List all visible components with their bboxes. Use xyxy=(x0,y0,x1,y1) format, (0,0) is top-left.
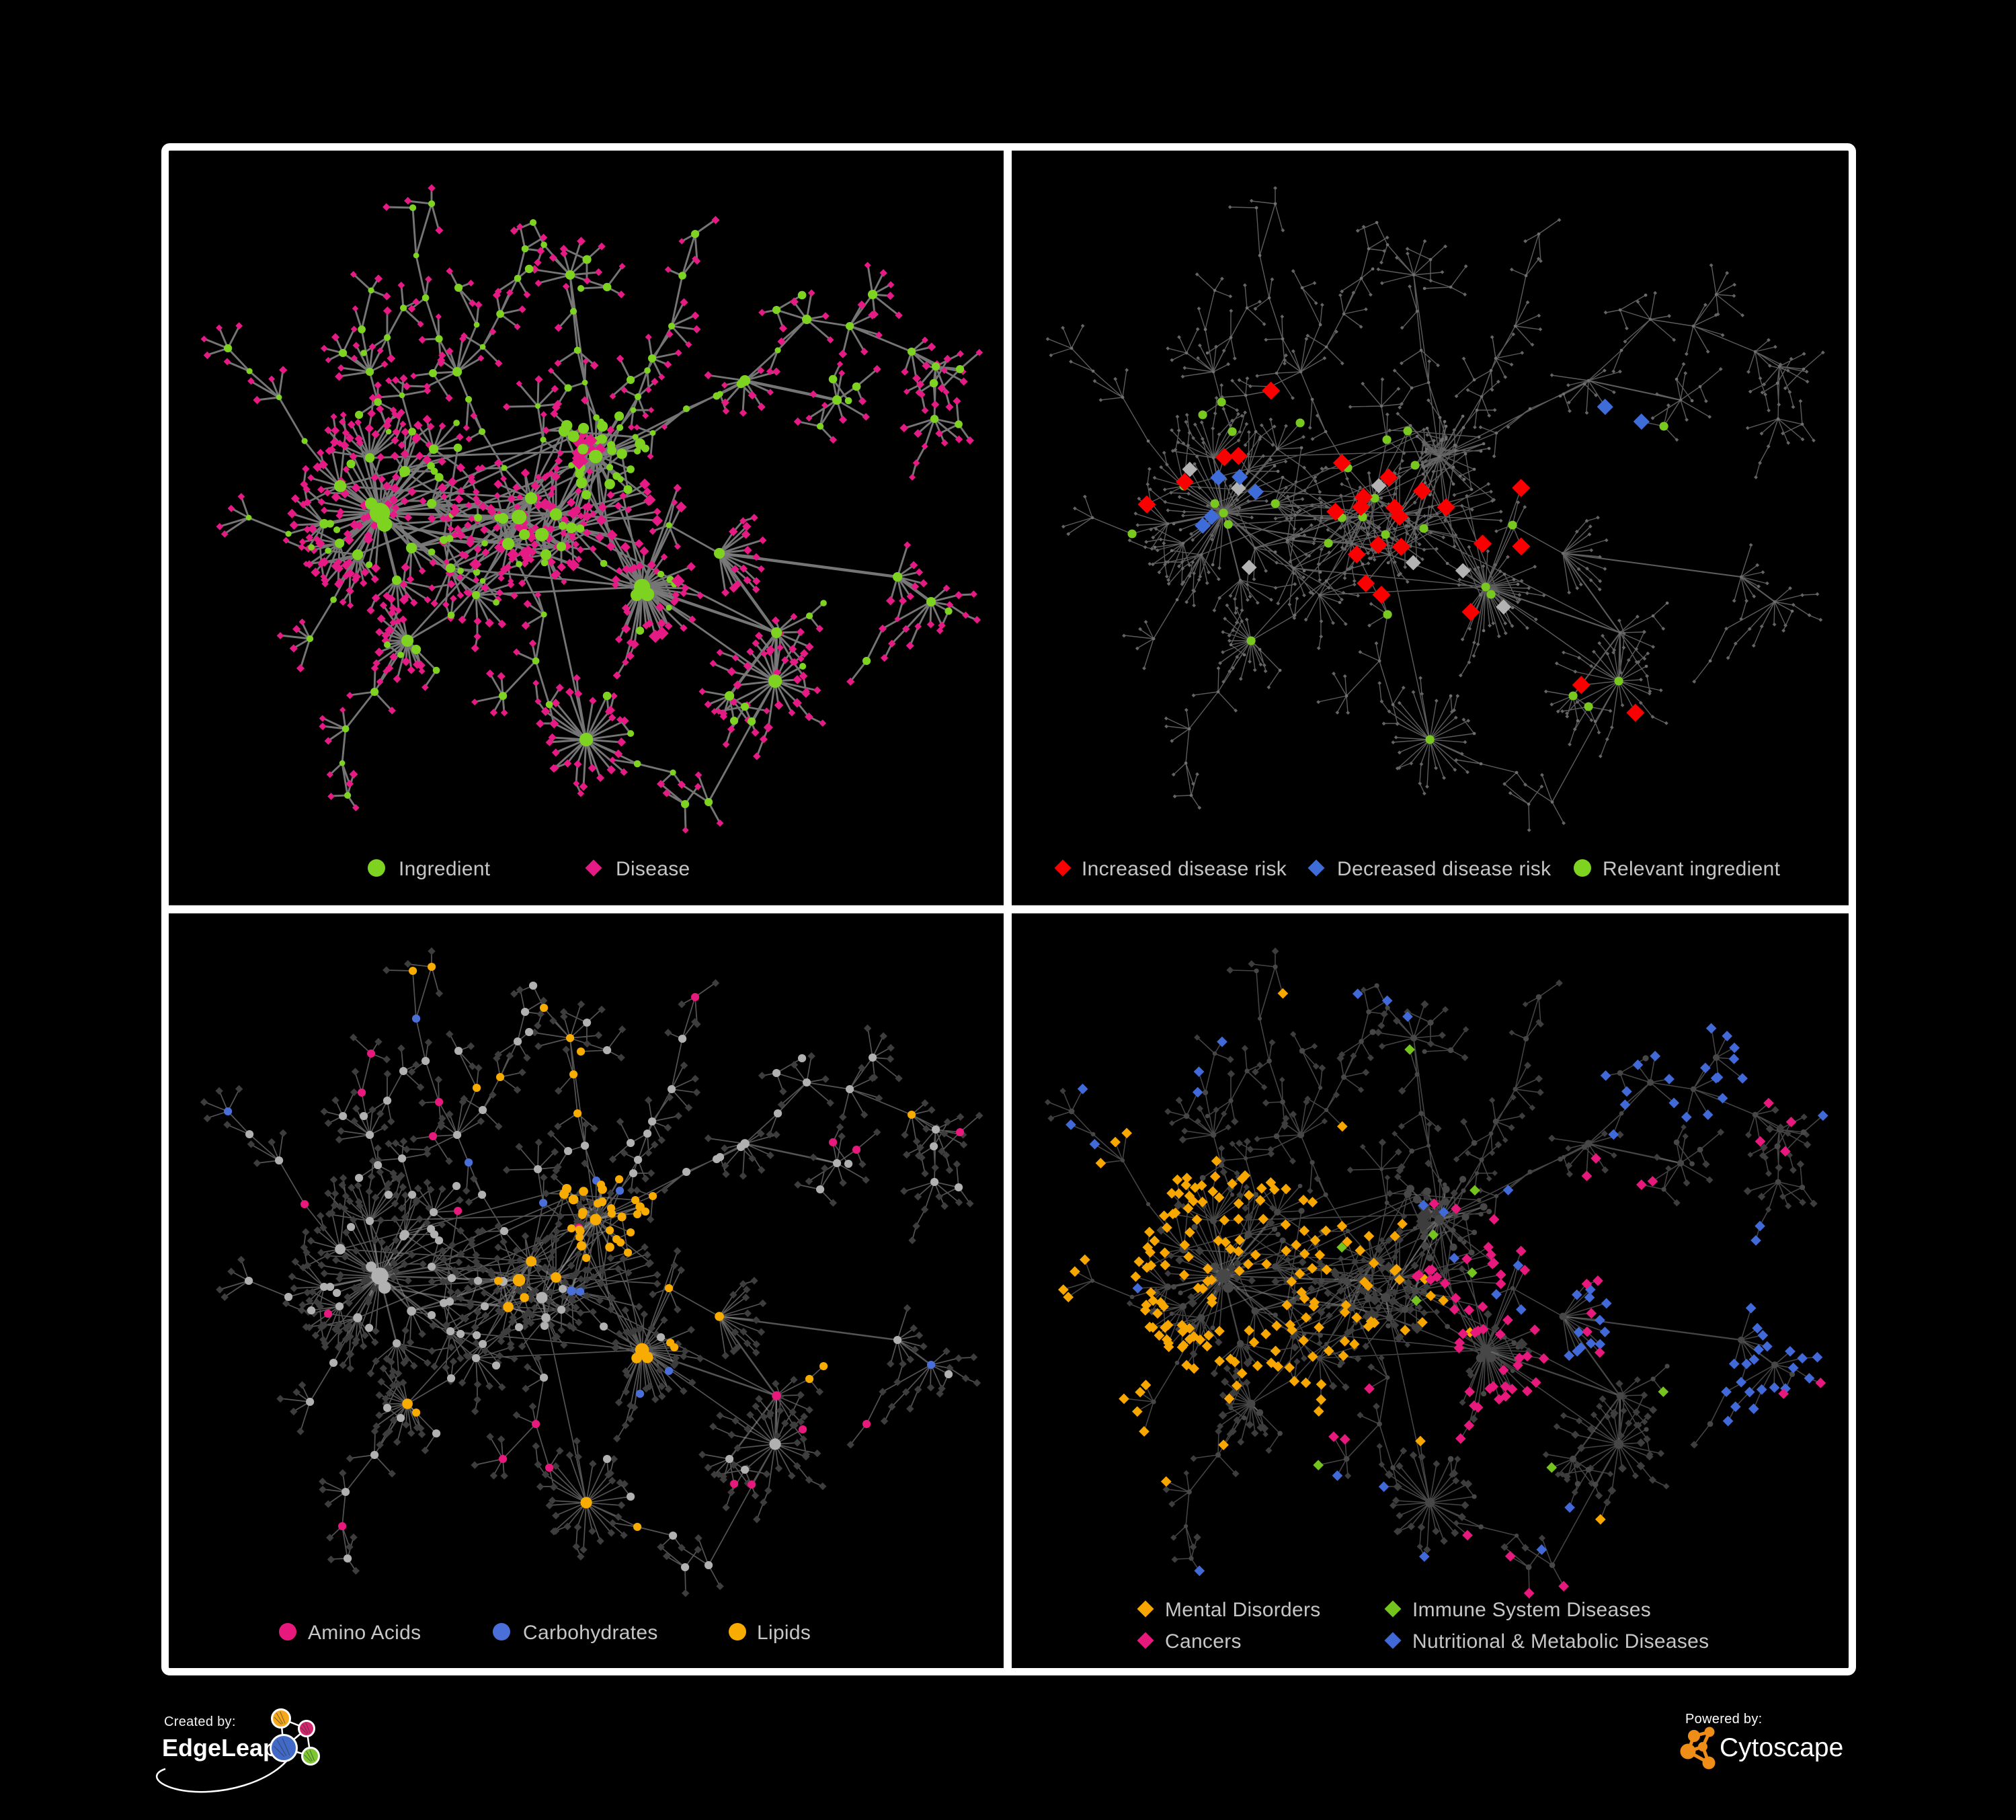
svg-text:Immune System Diseases: Immune System Diseases xyxy=(1412,1599,1651,1621)
svg-text:EdgeLeap: EdgeLeap xyxy=(162,1734,278,1762)
svg-text:Relevant ingredient: Relevant ingredient xyxy=(1603,858,1781,880)
svg-text:Increased disease risk: Increased disease risk xyxy=(1082,858,1287,880)
svg-text:Lipids: Lipids xyxy=(757,1622,811,1644)
svg-text:Nutritional & Metabolic Diseas: Nutritional & Metabolic Diseases xyxy=(1412,1630,1709,1653)
svg-text:Powered by:: Powered by: xyxy=(1685,1712,1762,1727)
svg-text:Mental Disorders: Mental Disorders xyxy=(1165,1599,1321,1621)
svg-text:Carbohydrates: Carbohydrates xyxy=(523,1622,658,1644)
svg-text:Decreased disease risk: Decreased disease risk xyxy=(1337,858,1551,880)
svg-text:Created by:: Created by: xyxy=(164,1714,236,1729)
svg-text:Amino Acids: Amino Acids xyxy=(308,1622,421,1644)
svg-text:Disease: Disease xyxy=(616,858,690,880)
svg-text:Cancers: Cancers xyxy=(1165,1630,1242,1653)
svg-text:Cytoscape: Cytoscape xyxy=(1720,1733,1843,1762)
svg-text:Ingredient: Ingredient xyxy=(399,858,491,880)
